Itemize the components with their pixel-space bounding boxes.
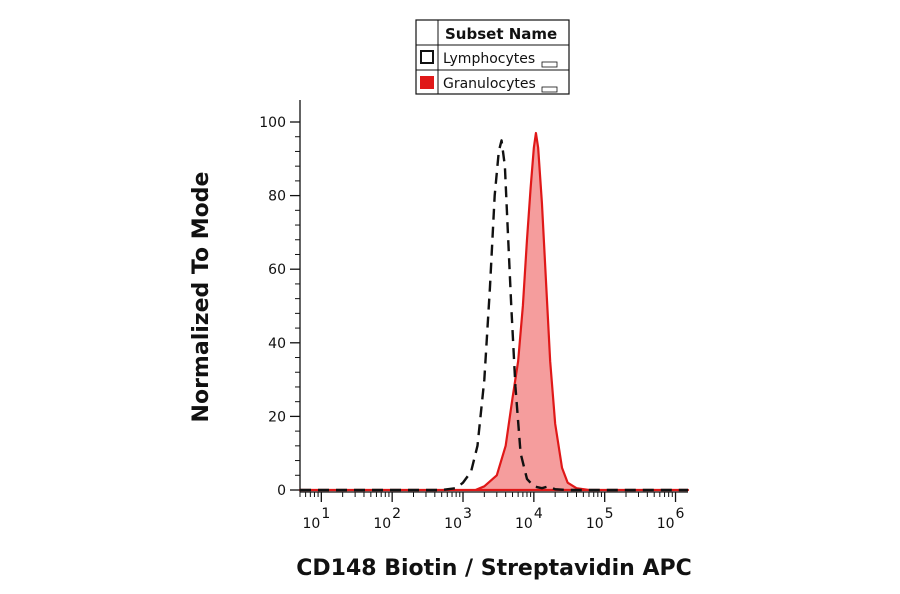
x-tick-base: 10 (373, 516, 391, 532)
x-tick-base: 10 (657, 516, 675, 532)
x-tick-exponent: 5 (605, 506, 614, 522)
x-tick-base: 10 (444, 516, 462, 532)
legend-label-granulocytes: Granulocytes (443, 76, 536, 92)
x-tick-label: 102 (373, 506, 401, 532)
series-granulocytes-area (298, 131, 690, 492)
x-tick-label: 105 (586, 506, 614, 532)
legend-frame (415, 19, 570, 95)
y-axis-title: Normalized To Mode (189, 172, 214, 423)
legend-label-lymphocytes: Lymphocytes (443, 51, 535, 67)
x-tick-exponent: 2 (392, 506, 401, 522)
x-tick-exponent: 3 (463, 506, 472, 522)
series-lymphocytes-line (300, 139, 688, 492)
x-tick-exponent: 6 (676, 506, 685, 522)
x-axis-title: CD148 Biotin / Streptavidin APC (296, 556, 692, 581)
y-axis-ticks: 0 20 40 60 80 100 (259, 115, 300, 499)
series-layer (298, 131, 690, 492)
legend: Subset Name Lymphocytes Granulocytes (415, 19, 570, 95)
y-tick-label: 40 (268, 336, 286, 352)
x-tick-label: 104 (515, 506, 543, 532)
x-tick-exponent: 4 (534, 506, 543, 522)
x-tick-exponent: 1 (321, 506, 330, 522)
legend-swatch-lymphocytes (420, 50, 434, 64)
y-tick-label: 0 (277, 483, 286, 499)
x-tick-label: 103 (444, 506, 472, 532)
y-tick-label: 20 (268, 409, 286, 425)
x-tick-base: 10 (515, 516, 533, 532)
legend-swatch-granulocytes (420, 76, 434, 89)
x-tick-base: 10 (586, 516, 604, 532)
y-tick-label: 100 (259, 115, 286, 131)
legend-cursor-mark (541, 61, 558, 68)
y-tick-label: 80 (268, 189, 286, 205)
y-tick-label: 60 (268, 262, 286, 278)
legend-header: Subset Name (445, 25, 557, 43)
x-tick-label: 101 (302, 506, 330, 532)
x-tick-base: 10 (302, 516, 320, 532)
legend-cursor-mark (541, 86, 558, 93)
x-tick-label: 106 (657, 506, 685, 532)
